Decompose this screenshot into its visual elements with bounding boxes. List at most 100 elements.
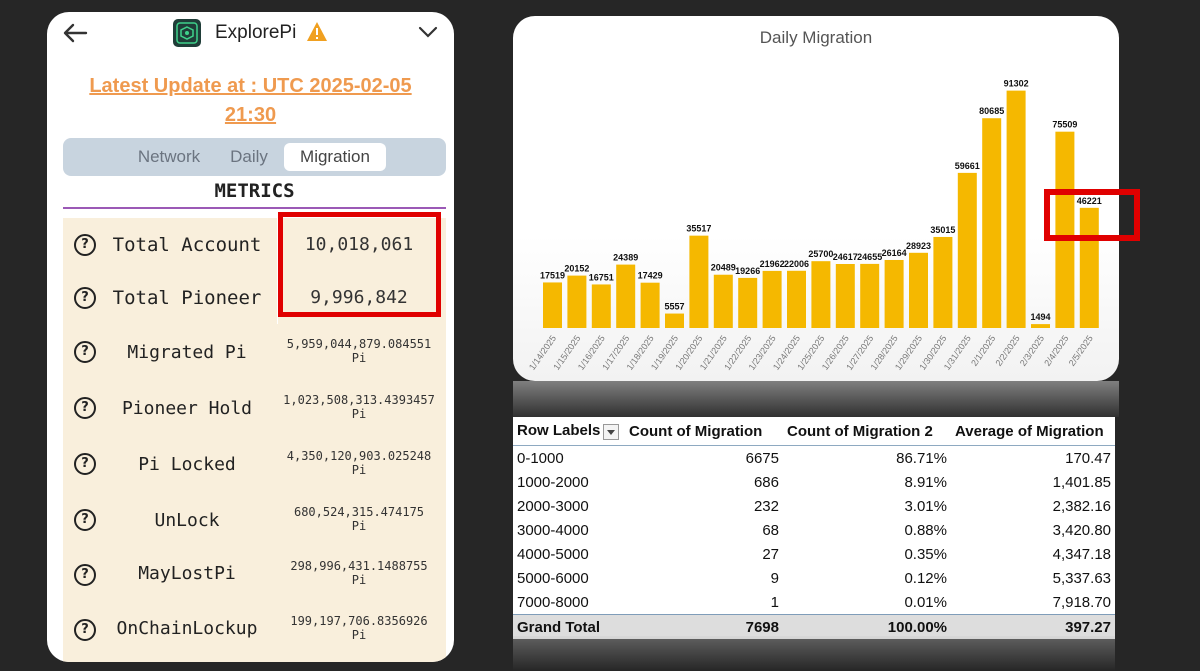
chart-reflection (513, 381, 1119, 417)
table-row[interactable]: 5000-6000 9 0.12% 5,337.63 (513, 566, 1115, 590)
warning-icon[interactable] (306, 21, 328, 43)
data-label: 22006 (784, 259, 809, 269)
percent-cell: 0.01% (904, 593, 947, 611)
average-cell: 7,918.70 (1052, 593, 1111, 611)
percent-cell: 0.12% (904, 569, 947, 587)
count-cell: 68 (762, 521, 779, 539)
data-label: 24655 (857, 252, 882, 262)
percent-cell: 86.71% (896, 449, 947, 467)
metric-row-maylostpi: ? MayLostPi 298,996,431.1488755 Pi (63, 548, 446, 601)
data-label: 35517 (686, 224, 711, 234)
app-logo-icon (173, 19, 201, 47)
data-label: 1494 (1030, 312, 1050, 322)
help-icon[interactable]: ? (74, 397, 96, 419)
average-cell: 1,401.85 (1052, 473, 1111, 491)
tab-bar: Network Daily Migration (63, 138, 446, 176)
table-row[interactable]: 0-1000 6675 86.71% 170.47 (513, 446, 1115, 471)
help-icon[interactable]: ? (74, 287, 96, 309)
metric-row-migrated-pi: ? Migrated Pi 5,959,044,879.084551 Pi (63, 324, 446, 381)
data-label: 5557 (664, 302, 684, 312)
bar-1/16/2025 (591, 284, 611, 328)
data-label: 17429 (638, 271, 663, 281)
bar-2/3/2025 (1031, 324, 1050, 328)
chevron-down-icon[interactable] (417, 24, 439, 40)
bar-1/15/2025 (567, 275, 587, 328)
metric-value: 298,996,431.1488755 (290, 559, 428, 573)
row-label-cell: 5000-6000 (517, 569, 589, 587)
metric-label: OnChainLockup (116, 618, 258, 639)
metric-value: 9,996,842 (310, 287, 408, 308)
metric-label: Pi Locked (138, 454, 236, 475)
table-row[interactable]: 3000-4000 68 0.88% 3,420.80 (513, 518, 1115, 542)
table-reflection (513, 636, 1115, 671)
header-count-2[interactable]: Count of Migration 2 (783, 417, 951, 446)
data-label: 17519 (540, 270, 565, 280)
count-cell: 1 (770, 593, 779, 611)
chart-plot: 175191/14/2025201521/15/2025167511/16/20… (527, 79, 1102, 372)
header-average[interactable]: Average of Migration (951, 417, 1115, 446)
bar-2/1/2025 (982, 118, 1002, 329)
help-icon[interactable]: ? (74, 509, 96, 531)
grand-total-row[interactable]: Grand Total 7698 100.00% 397.27 (513, 614, 1115, 639)
tab-migration[interactable]: Migration (284, 143, 386, 171)
highlight-box-accounts (278, 212, 441, 317)
explorepi-app-panel: ExplorePi Latest Update at : UTC 2025-02… (47, 12, 454, 662)
data-label: 35015 (930, 225, 955, 235)
data-label: 24617 (833, 252, 858, 262)
data-label: 46221 (1077, 196, 1102, 206)
table-row[interactable]: 2000-3000 232 3.01% 2,382.16 (513, 494, 1115, 518)
metric-label: Total Account (112, 234, 262, 256)
metric-unit: Pi (351, 407, 367, 421)
tab-network[interactable]: Network (137, 147, 201, 166)
metric-label: Total Pioneer (112, 287, 262, 309)
metric-row-pioneer-hold: ? Pioneer Hold 1,023,508,313.4393457 Pi (63, 380, 446, 437)
percent-cell: 0.35% (904, 545, 947, 563)
row-label-cell: 4000-5000 (517, 545, 589, 563)
help-icon[interactable]: ? (74, 234, 96, 256)
metric-label: Pioneer Hold (121, 398, 253, 419)
count-cell: 9 (770, 569, 779, 587)
data-label: 28923 (906, 241, 931, 251)
data-label: 91302 (1004, 79, 1029, 89)
bar-1/18/2025 (640, 282, 660, 328)
app-title: ExplorePi (215, 22, 297, 43)
data-label: 20152 (564, 264, 589, 274)
pivot-body: 0-1000 6675 86.71% 170.47 1000-2000 686 8.91% 1… (513, 446, 1115, 639)
tab-daily[interactable]: Daily (230, 147, 268, 166)
header-count[interactable]: Count of Migration (625, 417, 783, 446)
metric-value: 10,018,061 (304, 234, 414, 255)
bar-1/22/2025 (738, 277, 758, 328)
bar-1/28/2025 (884, 259, 904, 328)
daily-migration-chart: Daily Migration 17519 1/14/2025 20152 1/15/… (513, 16, 1119, 381)
data-label: 24389 (613, 253, 638, 263)
table-row[interactable]: 1000-2000 686 8.91% 1,401.85 (513, 470, 1115, 494)
latest-update-link[interactable]: Latest Update at : UTC 2025-02-05 21:30 (89, 75, 412, 126)
back-arrow-icon[interactable] (61, 20, 89, 46)
metric-value: 5,959,044,879.084551 (286, 337, 432, 351)
average-cell: 2,382.16 (1052, 497, 1111, 515)
bar-1/19/2025 (665, 313, 684, 328)
x-tick-label: 2/5/2025 (1067, 333, 1095, 367)
percent-cell: 8.91% (904, 473, 947, 491)
column-divider (277, 271, 278, 324)
table-row[interactable]: 7000-8000 1 0.01% 7,918.70 (513, 590, 1115, 615)
data-label: 80685 (979, 106, 1004, 116)
help-icon[interactable]: ? (74, 341, 96, 363)
bar-1/27/2025 (860, 263, 880, 328)
table-row[interactable]: 4000-5000 27 0.35% 4,347.18 (513, 542, 1115, 566)
header-row-labels[interactable]: Row Labels (513, 417, 625, 446)
help-icon[interactable]: ? (74, 619, 96, 641)
bar-1/21/2025 (713, 274, 733, 328)
bar-2/2/2025 (1006, 90, 1026, 328)
metrics-heading: METRICS (214, 180, 295, 202)
average-cell: 4,347.18 (1052, 545, 1111, 563)
bar-1/29/2025 (909, 252, 928, 328)
bar-2/4/2025 (1055, 131, 1075, 328)
metric-label: Migrated Pi (127, 342, 247, 363)
data-label: 19266 (735, 266, 760, 276)
help-icon[interactable]: ? (74, 453, 96, 475)
filter-dropdown-icon[interactable] (603, 423, 620, 440)
help-icon[interactable]: ? (74, 564, 96, 586)
average-cell: 397.27 (951, 614, 1115, 639)
metric-row-pi-locked: ? Pi Locked 4,350,120,903.025248 Pi (63, 436, 446, 493)
